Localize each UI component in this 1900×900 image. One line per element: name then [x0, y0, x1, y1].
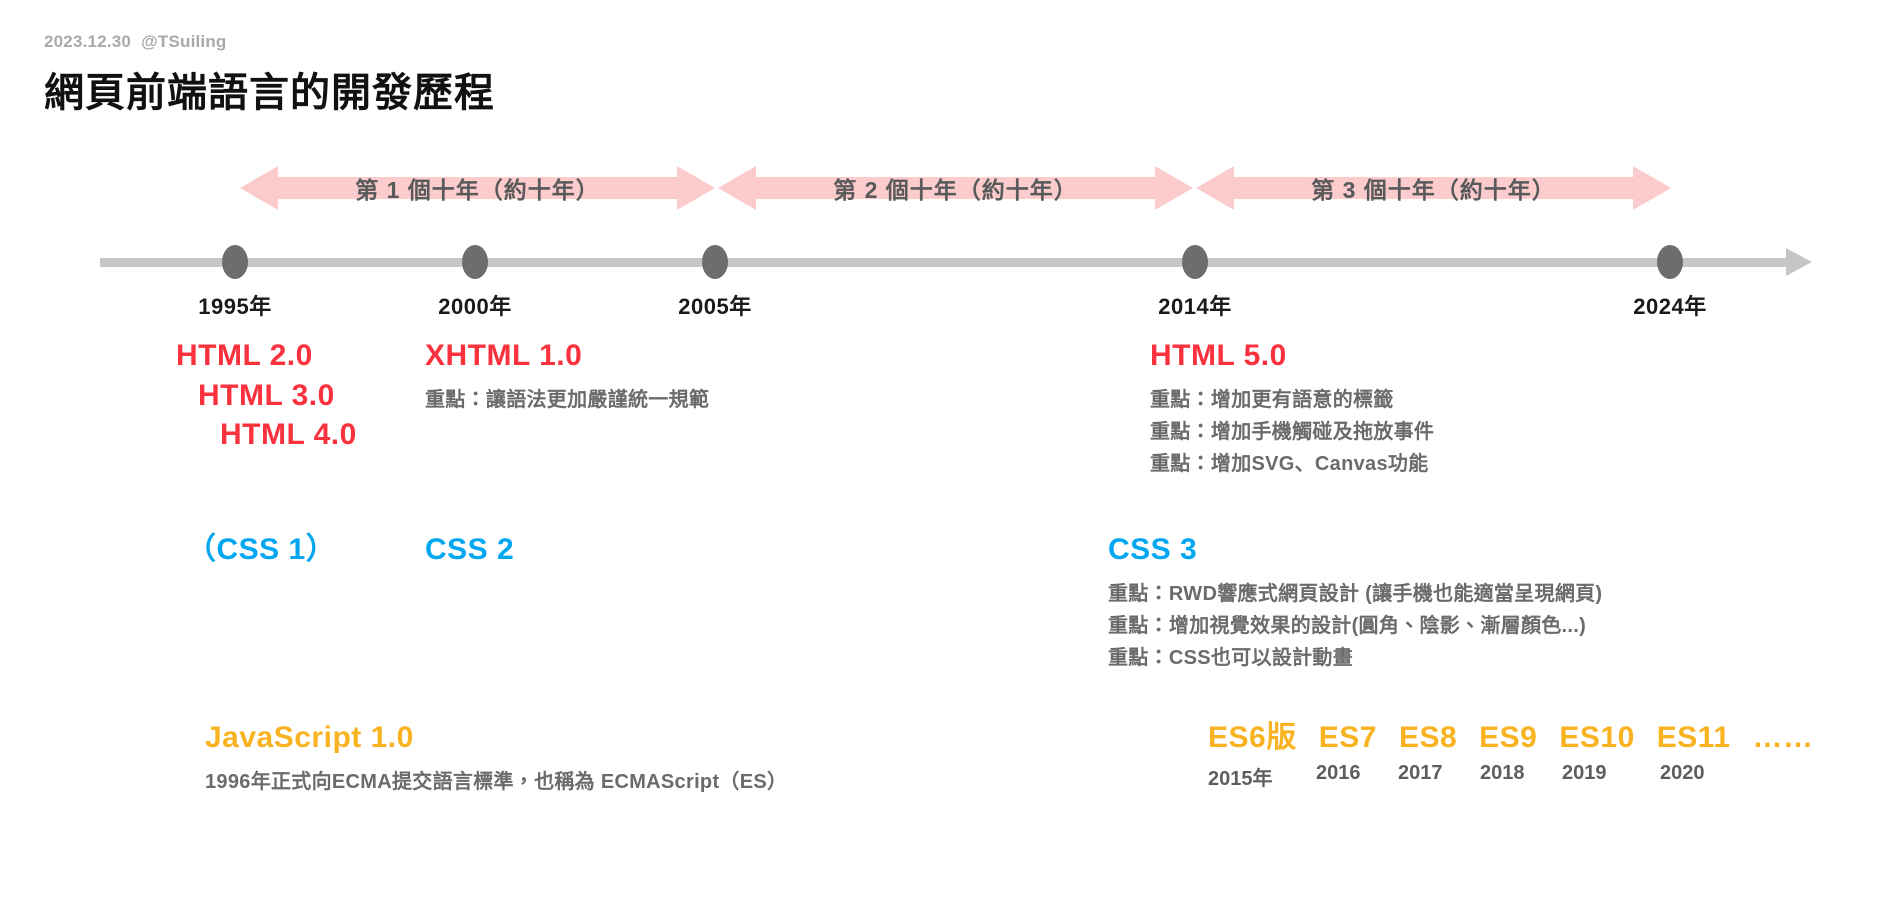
html5-note: 重點：增加更有語意的標籤 — [1150, 388, 1394, 411]
xhtml-title: XHTML 1.0 — [425, 339, 583, 372]
decade-label-2: 第 2 個十年（約十年） — [833, 177, 1078, 203]
html5-group: HTML 5.0 重點：增加更有語意的標籤 重點：增加手機觸碰及拖放事件 重點：… — [1150, 336, 1434, 480]
es-version-6: ES6版 — [1208, 721, 1297, 754]
css3-note: 重點：CSS也可以設計動畫 — [1108, 646, 1354, 669]
axis-line — [100, 258, 1790, 267]
css2-group: CSS 2 — [425, 530, 514, 570]
es-versions-group: ES6版 ES7 ES8 ES9 ES10 ES11 …… 2015年 2016… — [1208, 718, 1836, 791]
es-version-row: ES6版 ES7 ES8 ES9 ES10 ES11 …… — [1208, 718, 1836, 758]
decade-band-3: 第 3 個十年（約十年） — [1196, 160, 1671, 216]
html5-note: 重點：增加SVG、Canvas功能 — [1150, 452, 1429, 475]
timeline-node-label: 2014年 — [1158, 294, 1232, 319]
timeline-node-dot — [222, 245, 248, 279]
es-version-11: ES11 — [1656, 721, 1731, 754]
html-version-4: HTML 4.0 — [220, 418, 357, 452]
decade-arrow-shape-3 — [1196, 160, 1671, 216]
css1-group: （CSS 1） — [186, 530, 336, 570]
es-year-2016: 2016 — [1316, 761, 1361, 784]
timeline-node-label: 2000年 — [438, 294, 512, 319]
byline: 2023.12.30 @TSuiling — [44, 32, 495, 52]
css1-title: （CSS 1） — [186, 533, 337, 566]
decade-band-group: 第 1 個十年（約十年） 第 2 個十年（約十年） 第 3 個十年（約十年） — [0, 160, 1900, 216]
es-year-2020: 2020 — [1660, 761, 1705, 784]
html5-note: 重點：增加手機觸碰及拖放事件 — [1150, 420, 1435, 443]
decade-arrow-shape-1 — [240, 160, 715, 216]
timeline-node-label: 2024年 — [1633, 294, 1707, 319]
css3-note: 重點：RWD響應式網頁設計 (讓手機也能適當呈現網頁) — [1108, 582, 1603, 605]
es-year-row: 2015年 2016 2017 2018 2019 2020 — [1208, 762, 1836, 791]
timeline-node-dot — [1182, 245, 1208, 279]
decade-band-1: 第 1 個十年（約十年） — [240, 160, 715, 216]
decade-label-3: 第 3 個十年（約十年） — [1311, 177, 1556, 203]
decade-arrow-shape-2 — [718, 160, 1193, 216]
decade-band-2: 第 2 個十年（約十年） — [718, 160, 1193, 216]
javascript-title: JavaScript 1.0 — [205, 721, 414, 754]
javascript-group: JavaScript 1.0 1996年正式向ECMA提交語言標準，也稱為 EC… — [205, 718, 787, 798]
page-title: 網頁前端語言的開發歷程 — [44, 71, 495, 115]
timeline-node-dot — [702, 245, 728, 279]
timeline-node-dot — [1657, 245, 1683, 279]
css3-title: CSS 3 — [1108, 533, 1198, 566]
html-early-versions-group: HTML 2.0 HTML 3.0 HTML 4.0 — [176, 336, 357, 455]
es-version-8: ES8 — [1398, 721, 1458, 754]
es-year-2018: 2018 — [1480, 761, 1525, 784]
timeline-node-label: 1995年 — [198, 294, 272, 319]
timeline-node-dot — [462, 245, 488, 279]
css3-group: CSS 3 重點：RWD響應式網頁設計 (讓手機也能適當呈現網頁) 重點：增加視… — [1108, 530, 1602, 674]
byline-date: 2023.12.30 — [44, 32, 132, 51]
xhtml-group: XHTML 1.0 重點：讓語法更加嚴謹統一規範 — [425, 336, 709, 416]
timeline-axis: 1995年 2000年 2005年 2014年 2024年 — [0, 245, 1900, 319]
es-version-9: ES9 — [1479, 721, 1538, 754]
axis-arrowhead-icon — [1786, 248, 1812, 276]
html-version-2: HTML 2.0 — [176, 339, 313, 372]
page-header: 2023.12.30 @TSuiling 網頁前端語言的開發歷程 — [44, 32, 495, 118]
javascript-note: 1996年正式向ECMA提交語言標準，也稱為 ECMAScript（ES） — [205, 770, 788, 793]
es-year-2015: 2015年 — [1208, 767, 1273, 790]
timeline-node-label: 2005年 — [678, 294, 752, 319]
html5-title: HTML 5.0 — [1150, 339, 1287, 372]
css3-note: 重點：增加視覺效果的設計(圓角、陰影、漸層顏色...) — [1108, 614, 1587, 637]
es-version-7: ES7 — [1318, 721, 1377, 754]
es-version-10: ES10 — [1559, 721, 1635, 754]
xhtml-note: 重點：讓語法更加嚴謹統一規範 — [425, 388, 710, 411]
css2-title: CSS 2 — [425, 533, 515, 566]
byline-handle: @TSuiling — [141, 32, 227, 51]
html-version-3: HTML 3.0 — [198, 378, 335, 412]
es-year-2019: 2019 — [1562, 761, 1607, 784]
es-version-ellipsis: …… — [1752, 721, 1814, 754]
es-year-2017: 2017 — [1398, 761, 1443, 784]
decade-label-1: 第 1 個十年（約十年） — [355, 177, 600, 203]
